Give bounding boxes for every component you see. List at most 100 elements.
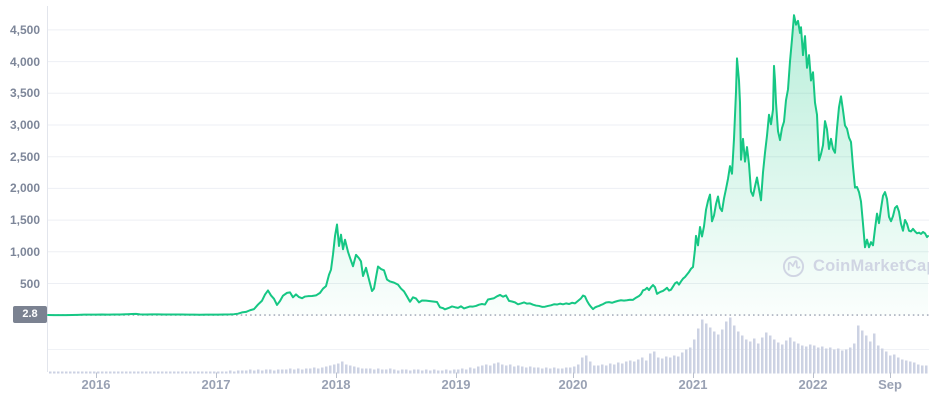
volume-bar xyxy=(465,369,468,374)
volume-bar xyxy=(141,371,144,374)
volume-bar xyxy=(253,370,256,374)
volume-bar xyxy=(77,371,80,374)
volume-bar xyxy=(585,355,588,374)
y-axis-label: 1,500 xyxy=(9,213,40,228)
volume-bar xyxy=(909,361,912,374)
volume-bar xyxy=(349,365,352,374)
volume-bar xyxy=(837,348,840,374)
volume-bar xyxy=(845,349,848,374)
volume-bar xyxy=(505,365,508,374)
volume-bar xyxy=(605,365,608,374)
volume-bar xyxy=(313,367,316,374)
volume-bar xyxy=(533,367,536,374)
volume-bar xyxy=(673,355,676,374)
volume-bar xyxy=(689,347,692,374)
volume-bar xyxy=(757,343,760,374)
volume-bar xyxy=(417,369,420,374)
x-axis-label: 2020 xyxy=(558,377,588,392)
volume-bar xyxy=(425,369,428,374)
volume-bar xyxy=(185,371,188,374)
price-area-fill xyxy=(48,15,928,316)
volume-bar xyxy=(333,364,336,374)
volume-bar xyxy=(921,365,924,374)
volume-bar xyxy=(881,348,884,374)
volume-bar xyxy=(53,371,56,374)
volume-bar xyxy=(177,371,180,374)
volume-bar xyxy=(693,339,696,374)
volume-bar xyxy=(385,369,388,374)
volume-bar xyxy=(597,365,600,374)
volume-bar xyxy=(849,347,852,374)
x-axis-label: 2021 xyxy=(678,377,708,392)
volume-bar xyxy=(441,370,444,374)
volume-bar xyxy=(381,369,384,374)
volume-bar xyxy=(621,363,624,374)
volume-bar xyxy=(637,359,640,374)
volume-bar xyxy=(101,371,104,374)
volume-bar xyxy=(809,344,812,374)
volume-bar xyxy=(773,339,776,374)
volume-bar xyxy=(709,327,712,374)
volume-bar xyxy=(401,369,404,374)
volume-bar xyxy=(521,366,524,374)
x-axis-label: 2017 xyxy=(201,377,231,392)
y-axis-label: 2,500 xyxy=(9,149,40,164)
volume-bar xyxy=(493,363,496,374)
volume-bar xyxy=(129,371,132,374)
volume-bar xyxy=(913,362,916,374)
volume-bar xyxy=(905,360,908,374)
volume-bar xyxy=(497,362,500,374)
price-line xyxy=(47,14,929,317)
volume-bar xyxy=(69,371,72,374)
volume-bar xyxy=(861,330,864,374)
volume-bar xyxy=(633,361,636,374)
volume-bar xyxy=(669,357,672,374)
volume-bar xyxy=(337,363,340,374)
volume-bar xyxy=(301,369,304,374)
volume-bar xyxy=(557,368,560,374)
volume-bar xyxy=(297,368,300,374)
x-axis-label: Sep xyxy=(878,377,902,392)
volume-bar xyxy=(865,335,868,374)
volume-bar xyxy=(517,365,520,374)
volume-bar xyxy=(589,361,592,374)
volume-bar xyxy=(473,368,476,374)
volume-bar xyxy=(609,363,612,374)
volume-bar xyxy=(405,369,408,374)
volume-bar xyxy=(833,349,836,374)
volume-bar xyxy=(241,370,244,374)
volume-bar xyxy=(85,371,88,374)
volume-bar xyxy=(193,371,196,374)
volume-bar xyxy=(137,371,140,374)
volume-bar xyxy=(65,371,68,374)
volume-bar xyxy=(325,366,328,374)
volume-bar xyxy=(293,369,296,374)
volume-bar xyxy=(581,357,584,374)
y-axis-label: 3,500 xyxy=(9,86,40,101)
y-axis-label: 4,000 xyxy=(9,54,40,69)
volume-bar xyxy=(925,365,928,374)
volume-bar xyxy=(713,331,716,374)
volume-bar xyxy=(509,364,512,374)
volume-bar xyxy=(685,349,688,374)
volume-bar xyxy=(613,364,616,374)
volume-bar xyxy=(61,371,64,374)
volume-bar xyxy=(489,365,492,374)
volume-bar xyxy=(725,321,728,374)
volume-bar xyxy=(721,329,724,374)
volume-bar xyxy=(273,370,276,374)
volume-bar xyxy=(153,371,156,374)
volume-bars xyxy=(49,317,928,374)
volume-bar xyxy=(705,323,708,374)
volume-bar xyxy=(877,345,880,374)
volume-bar xyxy=(229,370,232,374)
volume-bar xyxy=(869,341,872,374)
volume-bar xyxy=(121,371,124,374)
volume-bar xyxy=(329,365,332,374)
volume-bar xyxy=(889,355,892,374)
volume-bar xyxy=(537,367,540,374)
volume-bar xyxy=(857,325,860,374)
volume-bar xyxy=(501,364,504,374)
